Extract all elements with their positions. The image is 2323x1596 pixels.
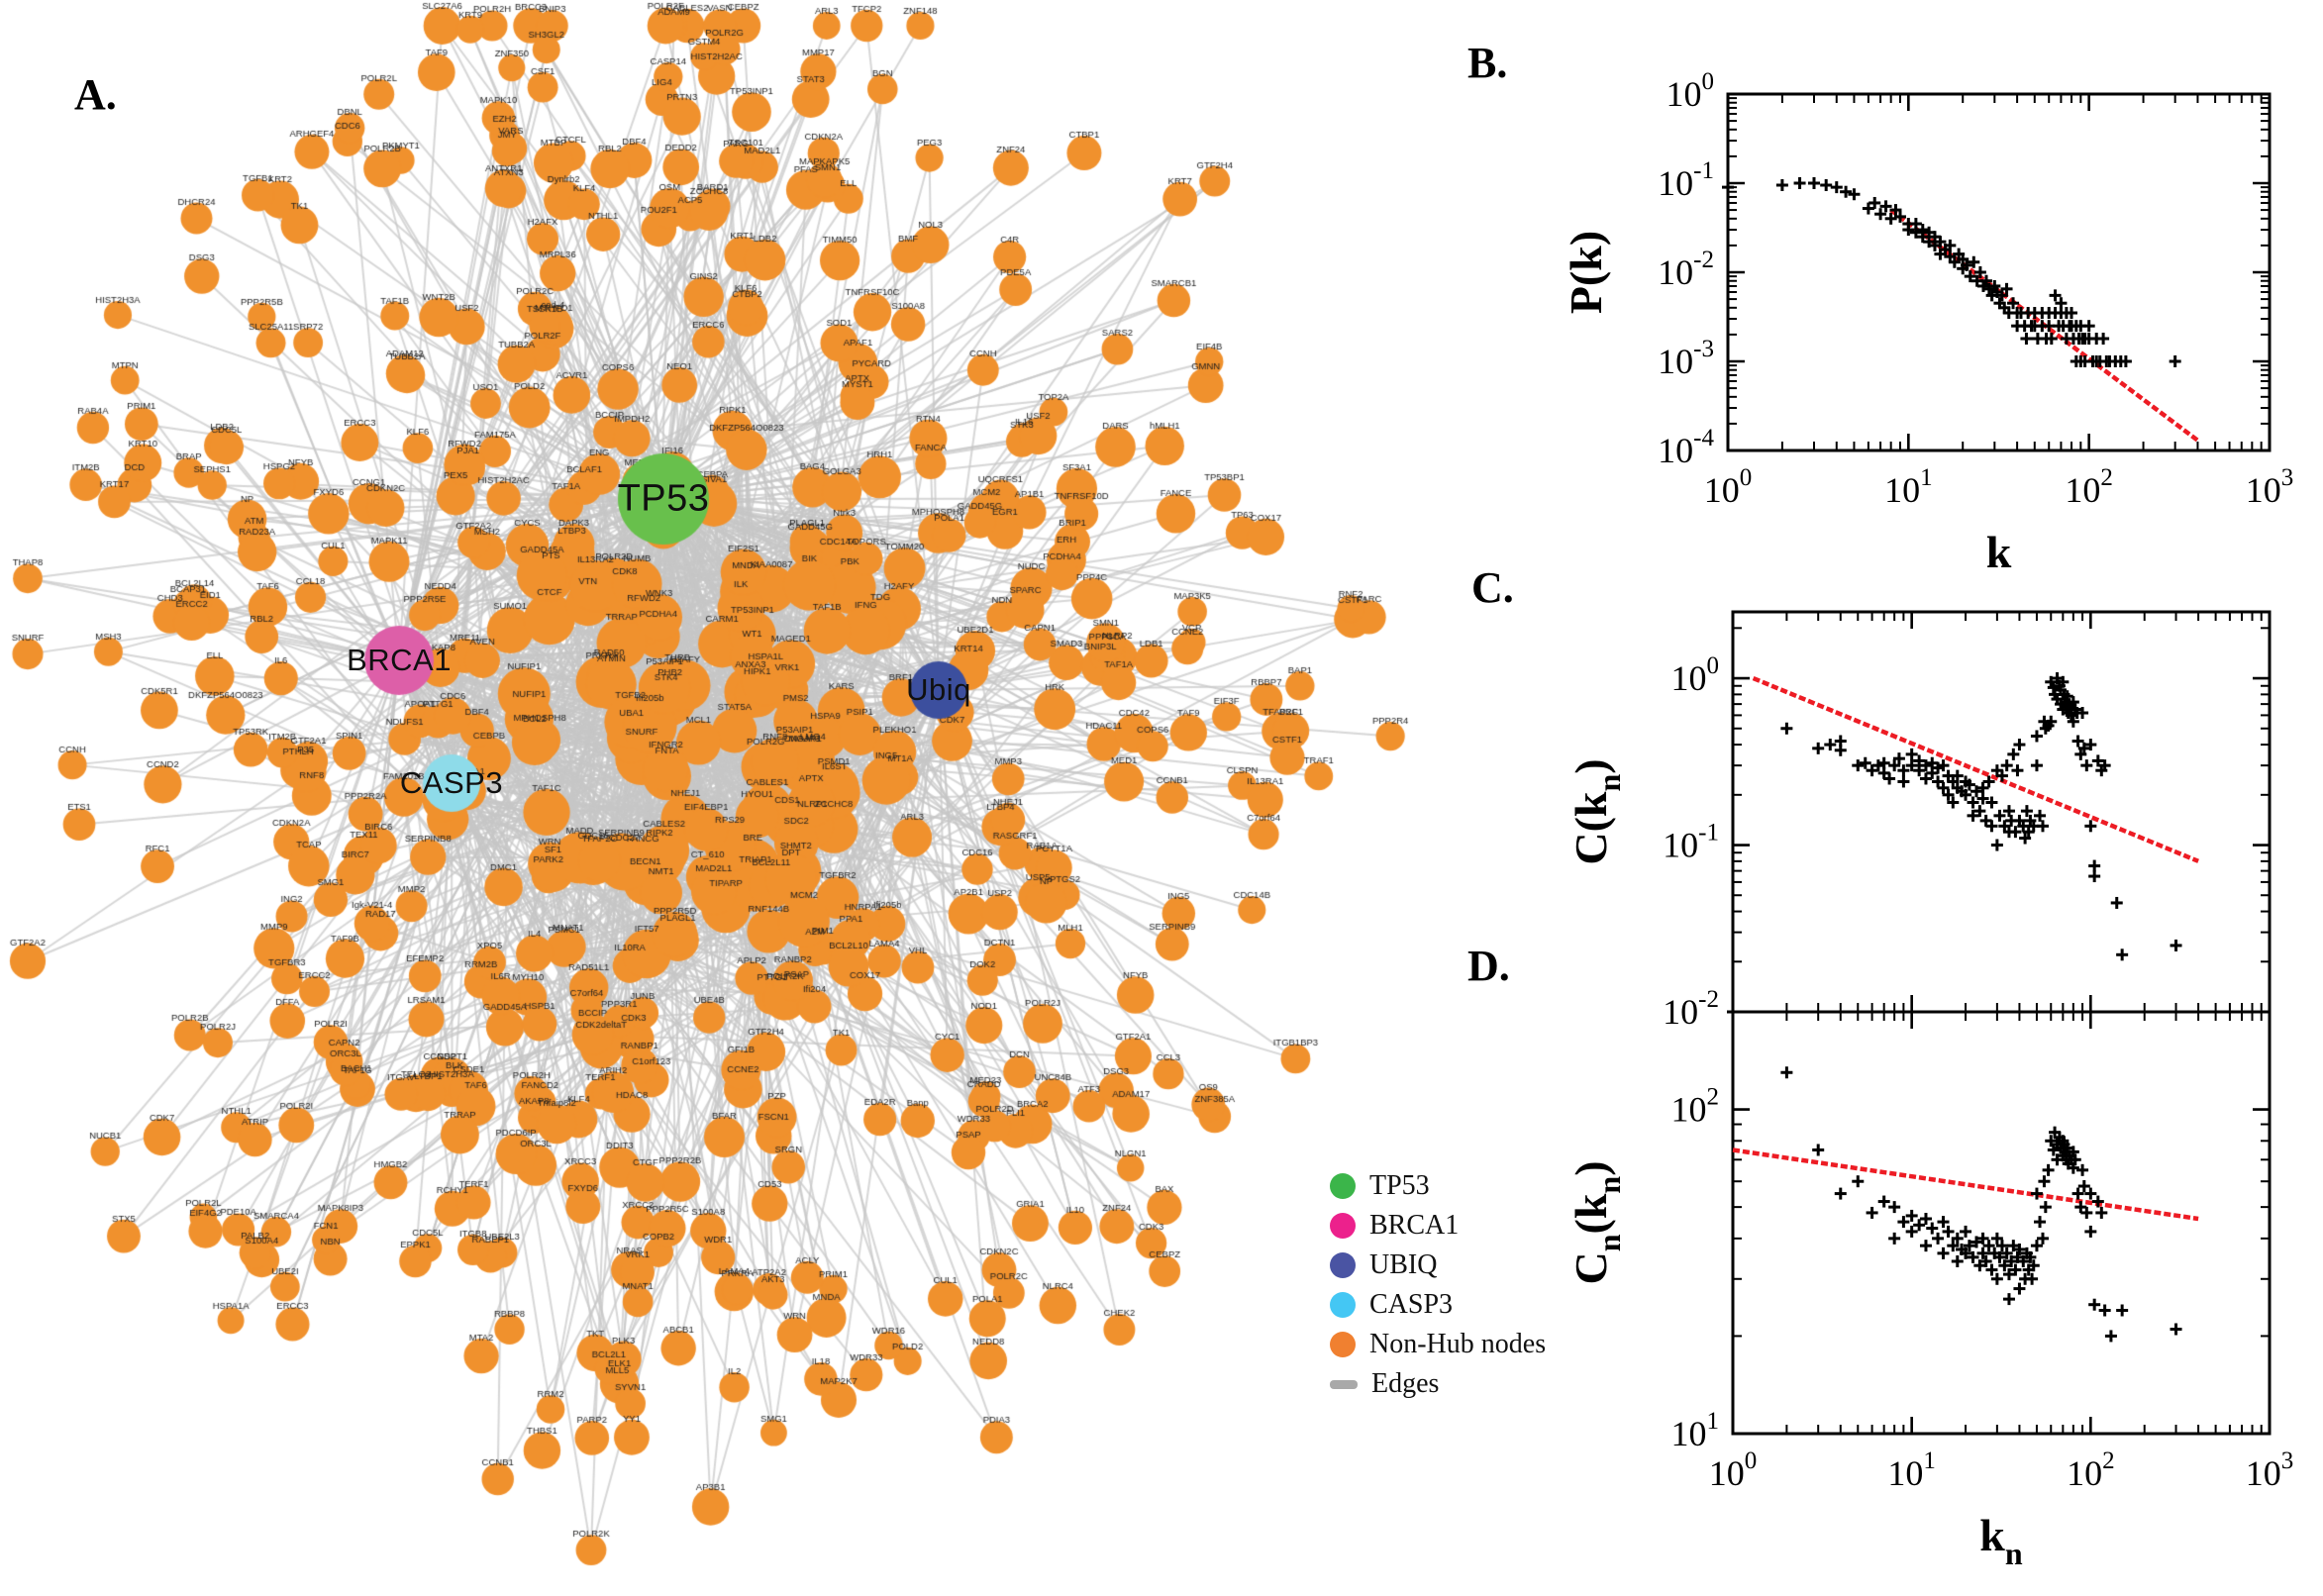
svg-text:102: 102 — [2067, 1447, 2115, 1493]
scatter-points-d — [1780, 1066, 2182, 1343]
svg-text:10-3: 10-3 — [1658, 336, 1714, 381]
network-graph — [0, 0, 1446, 1596]
legend-item: Edges — [1330, 1364, 1546, 1404]
panel-c-label: C. — [1471, 563, 1514, 612]
plot-b: 100 101 102 103 100 10-1 10-2 10-3 10-4 k P(k) — [1561, 68, 2293, 577]
network-legend: TP53 BRCA1 UBIQ CASP3 Non-Hub nodes Edges — [1330, 1166, 1546, 1404]
svg-text:100: 100 — [1671, 652, 1720, 698]
hub-label-tp53: TP53 — [617, 477, 710, 520]
legend-item: Non-Hub nodes — [1330, 1325, 1546, 1364]
legend-label: TP53 — [1369, 1170, 1430, 1201]
node-swatch-icon — [1330, 1292, 1356, 1318]
legend-item: CASP3 — [1330, 1285, 1546, 1325]
edge-swatch-icon — [1330, 1379, 1358, 1389]
svg-text:102: 102 — [2065, 464, 2113, 510]
svg-text:10-1: 10-1 — [1663, 820, 1719, 865]
svg-text:Cn​(kn​): Cn​(kn​) — [1566, 1160, 1627, 1284]
legend-item: UBIQ — [1330, 1246, 1546, 1285]
svg-text:C(kn​): C(kn​) — [1566, 758, 1627, 864]
node-swatch-icon — [1330, 1213, 1356, 1239]
svg-text:k: k — [1986, 527, 2012, 577]
legend-label: BRCA1 — [1369, 1210, 1460, 1241]
legend-item: TP53 — [1330, 1166, 1546, 1206]
svg-text:103: 103 — [2246, 1447, 2294, 1493]
svg-text:100: 100 — [1709, 1447, 1758, 1493]
scatter-points-c — [1727, 672, 2182, 1018]
panel-a-label: A. — [74, 70, 117, 119]
legend-label: Non-Hub nodes — [1369, 1329, 1547, 1359]
panel-b-label: B. — [1467, 39, 1508, 87]
svg-text:101: 101 — [1887, 1447, 1936, 1493]
hub-label-casp3: CASP3 — [399, 765, 504, 800]
hub-label-brca1: BRCA1 — [347, 643, 452, 677]
svg-text:100: 100 — [1666, 68, 1715, 114]
legend-label: CASP3 — [1369, 1289, 1454, 1320]
panel-d-label: D. — [1467, 942, 1510, 990]
legend-label: Edges — [1371, 1368, 1440, 1399]
svg-text:P(k): P(k) — [1561, 231, 1611, 314]
node-swatch-icon — [1330, 1173, 1356, 1199]
svg-text:10-1: 10-1 — [1658, 157, 1714, 203]
legend-item: BRCA1 — [1330, 1206, 1546, 1246]
svg-text:kn​: kn​ — [1979, 1510, 2023, 1571]
svg-text:101: 101 — [1884, 464, 1933, 510]
node-swatch-icon — [1330, 1252, 1356, 1278]
legend-label: UBIQ — [1369, 1249, 1438, 1280]
svg-text:102: 102 — [1671, 1084, 1720, 1130]
hub-label-ubiq: Ubiq — [906, 672, 971, 707]
node-swatch-icon — [1330, 1332, 1356, 1357]
svg-text:103: 103 — [2246, 464, 2294, 510]
svg-text:101: 101 — [1671, 1408, 1720, 1453]
svg-text:10-2: 10-2 — [1658, 247, 1714, 292]
svg-text:10-4: 10-4 — [1658, 425, 1714, 470]
svg-text:100: 100 — [1704, 464, 1753, 510]
plot-c: 100 10-1 10-2 C(kn​) — [1566, 610, 2272, 1032]
scatter-points-b — [1722, 177, 2181, 367]
svg-text:10-2: 10-2 — [1663, 986, 1719, 1032]
